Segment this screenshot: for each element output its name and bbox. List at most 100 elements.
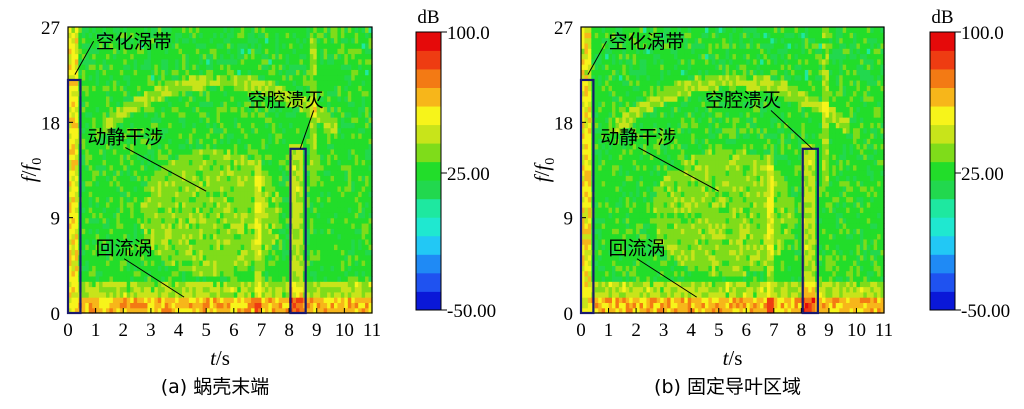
heatmap-cell <box>220 32 225 39</box>
heatmap-cell <box>368 297 373 304</box>
heatmap-cell <box>99 69 104 76</box>
heatmap-cell <box>144 254 149 261</box>
heatmap-cell <box>147 170 152 176</box>
heatmap-cell <box>313 127 318 134</box>
heatmap-cell <box>147 101 152 108</box>
heatmap-cell <box>133 185 138 192</box>
heatmap-cell <box>285 260 290 266</box>
heatmap-cell <box>220 58 225 65</box>
heatmap-cell <box>168 95 173 102</box>
heatmap-cell <box>147 265 152 272</box>
heatmap-cell <box>213 228 218 235</box>
heatmap-cell <box>206 270 211 277</box>
heatmap-cell <box>292 175 297 182</box>
heatmap-cell <box>202 249 207 256</box>
heatmap-cell <box>109 111 114 118</box>
heatmap-cell <box>178 222 183 229</box>
heatmap-cell <box>150 297 155 304</box>
heatmap-cell <box>282 42 287 49</box>
heatmap-cell <box>251 32 256 39</box>
heatmap-cell <box>112 122 117 129</box>
heatmap-cell <box>223 191 228 198</box>
heatmap-cell <box>327 32 332 39</box>
heatmap-cell <box>340 217 345 224</box>
heatmap-cell <box>81 27 86 33</box>
heatmap-cell <box>154 143 159 150</box>
heatmap-cell <box>81 79 86 86</box>
heatmap-cell <box>334 170 339 176</box>
heatmap-cell <box>233 127 238 134</box>
heatmap-cell <box>123 85 128 92</box>
heatmap-cell <box>327 244 332 251</box>
heatmap-cell <box>71 207 76 213</box>
heatmap-cell <box>74 185 79 192</box>
heatmap-cell <box>365 101 370 108</box>
heatmap-cell <box>309 154 314 161</box>
heatmap-cell <box>140 138 145 145</box>
heatmap-cell <box>337 217 342 224</box>
heatmap-cell <box>71 244 76 251</box>
heatmap-cell <box>188 233 193 240</box>
heatmap-cell <box>261 228 266 235</box>
heatmap-cell <box>71 159 76 166</box>
heatmap-cell <box>182 265 187 272</box>
heatmap-cell <box>188 238 193 245</box>
heatmap-cell <box>278 27 283 33</box>
heatmap-cell <box>220 132 225 139</box>
heatmap-cell <box>261 217 266 224</box>
heatmap-cell <box>116 275 121 282</box>
heatmap-cell <box>268 286 273 293</box>
heatmap-cell <box>213 270 218 277</box>
heatmap-cell <box>581 37 586 44</box>
heatmap-cell <box>327 79 332 86</box>
heatmap-cell <box>351 42 356 49</box>
heatmap-cell <box>178 159 183 166</box>
heatmap-cell <box>581 249 586 256</box>
heatmap-cell <box>130 117 135 123</box>
heatmap-cell <box>330 90 335 97</box>
heatmap-cell <box>306 228 311 235</box>
heatmap-cell <box>206 154 211 161</box>
heatmap-cell <box>323 143 328 150</box>
heatmap-cell <box>137 53 142 60</box>
heatmap-cell <box>178 164 183 171</box>
heatmap-cell <box>581 154 586 161</box>
heatmap-cell <box>144 185 149 192</box>
heatmap-cell <box>261 244 266 251</box>
heatmap-cell <box>171 307 176 314</box>
heatmap-cell <box>323 265 328 272</box>
heatmap-cell <box>130 122 135 129</box>
heatmap-cell <box>147 122 152 129</box>
heatmap-cell <box>209 95 214 102</box>
heatmap-cell <box>182 27 187 33</box>
heatmap-cell <box>202 90 207 97</box>
heatmap-cell <box>192 191 197 198</box>
heatmap-cell <box>268 159 273 166</box>
heatmap-cell <box>206 233 211 240</box>
heatmap-cell <box>244 148 249 155</box>
heatmap-cell <box>68 201 73 208</box>
heatmap-cell <box>112 111 117 118</box>
heatmap-cell <box>213 101 218 108</box>
heatmap-cell <box>168 175 173 182</box>
heatmap-cell <box>285 170 290 176</box>
heatmap-cell <box>334 79 339 86</box>
heatmap-cell <box>258 122 263 129</box>
heatmap-cell <box>282 79 287 86</box>
heatmap-cell <box>88 207 93 213</box>
heatmap-cell <box>337 286 342 293</box>
heatmap-cell <box>130 244 135 251</box>
heatmap-cell <box>584 154 589 161</box>
heatmap-cell <box>271 74 276 81</box>
heatmap-cell <box>140 164 145 171</box>
heatmap-cell <box>95 85 100 92</box>
heatmap-cell <box>309 222 314 229</box>
heatmap-cell <box>275 127 280 134</box>
heatmap-cell <box>216 260 221 266</box>
heatmap-cell <box>230 196 235 203</box>
heatmap-cell <box>237 111 242 118</box>
heatmap-cell <box>199 291 204 298</box>
heatmap-cell <box>237 85 242 92</box>
heatmap-cell <box>233 122 238 129</box>
heatmap-cell <box>216 191 221 198</box>
